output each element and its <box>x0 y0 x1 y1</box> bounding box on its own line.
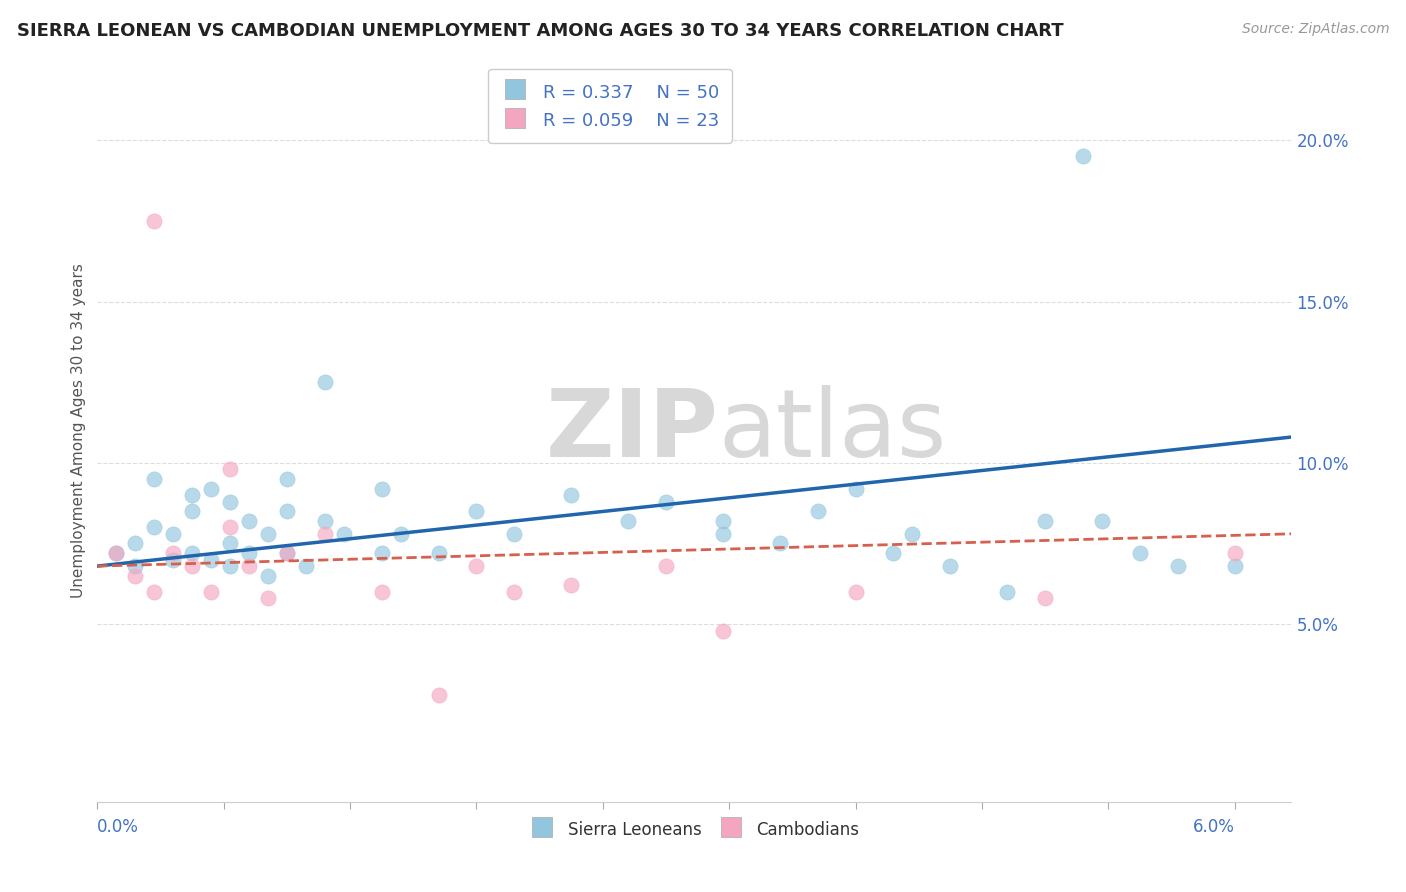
Point <box>617 514 640 528</box>
Point <box>219 494 242 508</box>
Point <box>1091 514 1114 528</box>
Point <box>105 546 128 560</box>
Point <box>257 526 280 541</box>
Point <box>389 526 412 541</box>
Point <box>503 585 526 599</box>
Point <box>162 526 184 541</box>
Point <box>219 520 242 534</box>
Point <box>427 546 450 560</box>
Point <box>314 526 336 541</box>
Point <box>370 546 392 560</box>
Point <box>124 559 146 574</box>
Text: Source: ZipAtlas.com: Source: ZipAtlas.com <box>1241 22 1389 37</box>
Point <box>427 688 450 702</box>
Point <box>200 552 222 566</box>
Point <box>257 591 280 606</box>
Point <box>105 546 128 560</box>
Point <box>844 482 866 496</box>
Point <box>1071 149 1094 163</box>
Point <box>1033 514 1056 528</box>
Point <box>769 536 792 550</box>
Point <box>314 514 336 528</box>
Point <box>276 546 298 560</box>
Point <box>939 559 962 574</box>
Point <box>200 482 222 496</box>
Point <box>238 514 260 528</box>
Point <box>219 462 242 476</box>
Point <box>124 568 146 582</box>
Point <box>560 578 582 592</box>
Point <box>1167 559 1189 574</box>
Point <box>276 504 298 518</box>
Point <box>143 472 166 486</box>
Point <box>465 559 488 574</box>
Point <box>143 585 166 599</box>
Point <box>124 536 146 550</box>
Point <box>882 546 904 560</box>
Point <box>1129 546 1152 560</box>
Point <box>332 526 354 541</box>
Point <box>901 526 924 541</box>
Point <box>257 568 280 582</box>
Text: SIERRA LEONEAN VS CAMBODIAN UNEMPLOYMENT AMONG AGES 30 TO 34 YEARS CORRELATION C: SIERRA LEONEAN VS CAMBODIAN UNEMPLOYMENT… <box>17 22 1063 40</box>
Point <box>995 585 1018 599</box>
Point <box>295 559 318 574</box>
Point <box>181 559 204 574</box>
Point <box>560 488 582 502</box>
Point <box>181 504 204 518</box>
Point <box>143 214 166 228</box>
Point <box>162 546 184 560</box>
Point <box>276 546 298 560</box>
Point <box>238 559 260 574</box>
Point <box>711 514 734 528</box>
Legend: Sierra Leoneans, Cambodians: Sierra Leoneans, Cambodians <box>523 814 866 846</box>
Point <box>181 488 204 502</box>
Point <box>655 559 678 574</box>
Y-axis label: Unemployment Among Ages 30 to 34 years: Unemployment Among Ages 30 to 34 years <box>72 263 86 598</box>
Point <box>503 526 526 541</box>
Text: ZIP: ZIP <box>546 384 718 476</box>
Point <box>465 504 488 518</box>
Point <box>1033 591 1056 606</box>
Point <box>711 624 734 638</box>
Text: atlas: atlas <box>718 384 946 476</box>
Point <box>238 546 260 560</box>
Point <box>370 482 392 496</box>
Point <box>1223 559 1246 574</box>
Point <box>370 585 392 599</box>
Point <box>711 526 734 541</box>
Point <box>314 375 336 389</box>
Point <box>143 520 166 534</box>
Point <box>844 585 866 599</box>
Point <box>276 472 298 486</box>
Point <box>807 504 830 518</box>
Text: 0.0%: 0.0% <box>97 818 139 836</box>
Point <box>200 585 222 599</box>
Point <box>1223 546 1246 560</box>
Point <box>219 559 242 574</box>
Point <box>162 552 184 566</box>
Point <box>655 494 678 508</box>
Text: 6.0%: 6.0% <box>1192 818 1234 836</box>
Point <box>219 536 242 550</box>
Point <box>181 546 204 560</box>
